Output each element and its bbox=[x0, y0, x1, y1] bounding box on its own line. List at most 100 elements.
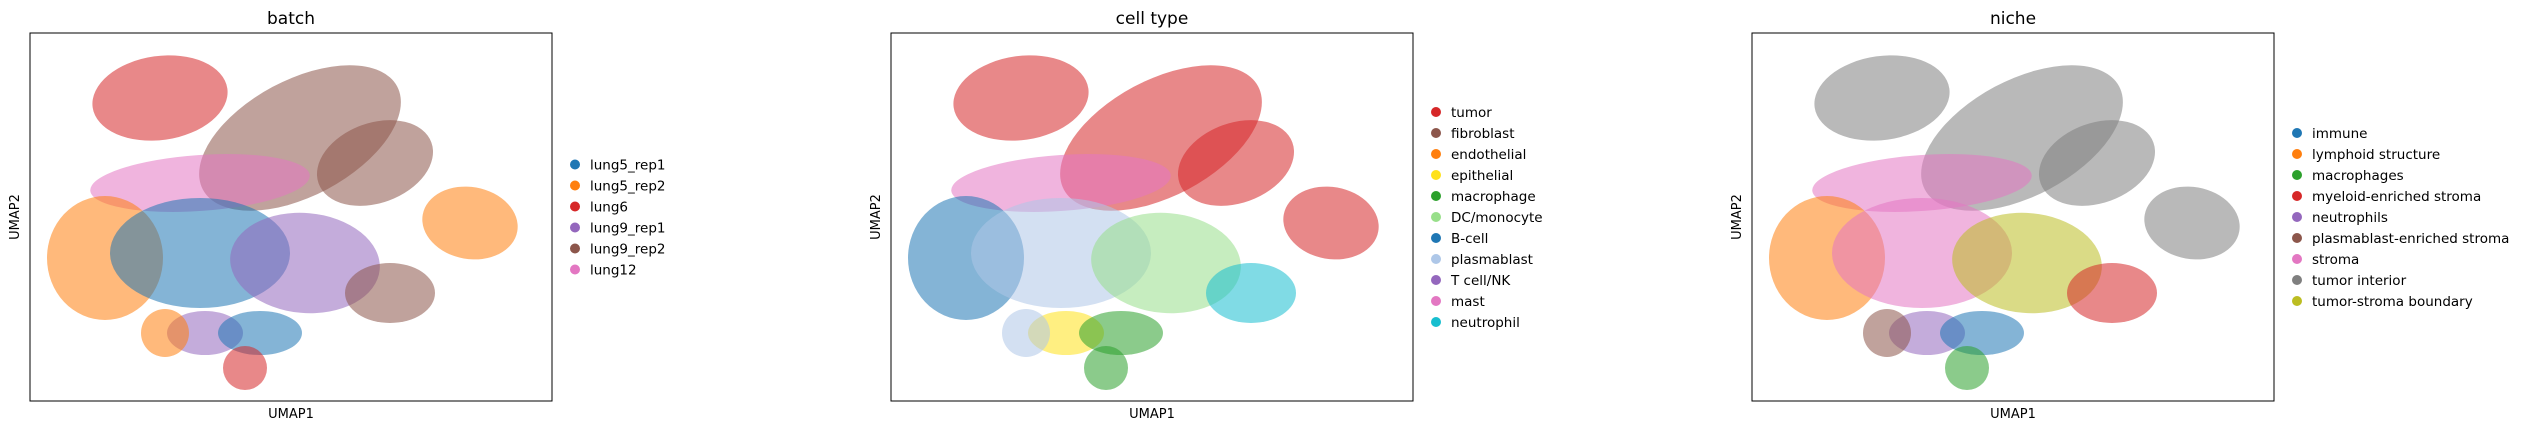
legend-label: myeloid-enriched stroma bbox=[2312, 189, 2481, 205]
legend-label: neutrophil bbox=[1451, 315, 1520, 331]
cluster-blob bbox=[223, 346, 267, 390]
legend-label: plasmablast-enriched stroma bbox=[2312, 231, 2509, 247]
cluster-blob bbox=[1079, 311, 1163, 355]
axes-frame bbox=[890, 32, 1414, 402]
cluster-blob bbox=[1206, 263, 1296, 323]
legend-label: tumor bbox=[1451, 105, 1492, 121]
legend-label: immune bbox=[2312, 126, 2367, 142]
legend-marker bbox=[1431, 107, 1441, 117]
panel-niche: niche UMAP1 UMAP2 immune lymphoid structu… bbox=[1730, 9, 2509, 422]
x-axis-label: UMAP1 bbox=[1990, 407, 2036, 422]
legend-marker bbox=[2292, 149, 2302, 159]
legend-marker bbox=[1431, 191, 1441, 201]
legend-label: lung12 bbox=[590, 263, 637, 279]
legend-marker bbox=[2292, 254, 2302, 264]
legend-label: lung9_rep2 bbox=[590, 242, 666, 258]
legend-marker bbox=[2292, 275, 2302, 285]
cluster-blob bbox=[316, 120, 434, 206]
umap-point-cloud bbox=[47, 55, 518, 390]
legend-label: fibroblast bbox=[1451, 126, 1515, 142]
legend-marker bbox=[2292, 296, 2302, 306]
cluster-blob bbox=[1940, 311, 2024, 355]
cluster-blob bbox=[2067, 263, 2157, 323]
legend: immune lymphoid structure macrophages myelo… bbox=[2292, 126, 2509, 310]
legend-label: lung5_rep2 bbox=[590, 179, 666, 195]
legend-label: mast bbox=[1451, 294, 1485, 310]
cluster-blob bbox=[1863, 309, 1911, 357]
cluster-blob bbox=[1812, 154, 2032, 212]
legend-marker bbox=[2292, 233, 2302, 243]
panel-title: niche bbox=[1990, 9, 2036, 29]
legend-marker bbox=[1431, 212, 1441, 222]
cluster-blob bbox=[2038, 120, 2156, 206]
legend-marker bbox=[2292, 170, 2302, 180]
legend-marker bbox=[1431, 254, 1441, 264]
cluster-blob bbox=[1952, 212, 2102, 314]
legend-label: B-cell bbox=[1451, 231, 1488, 247]
legend-marker bbox=[1431, 233, 1441, 243]
legend-marker bbox=[570, 159, 580, 170]
legend-label: plasmablast bbox=[1451, 252, 1533, 268]
cluster-blob bbox=[1084, 346, 1128, 390]
legend-label: macrophages bbox=[2312, 168, 2404, 184]
legend-marker bbox=[2292, 191, 2302, 201]
cluster-blob bbox=[1945, 346, 1989, 390]
legend-marker bbox=[1431, 128, 1441, 138]
legend-label: lymphoid structure bbox=[2312, 147, 2440, 163]
panel-cell-type: cell type UMAP1 UMAP2 tumor fibroblast end… bbox=[869, 9, 1543, 422]
cluster-blob bbox=[1814, 55, 1950, 141]
panel-batch: batch UMAP1 UMAP2 lung5_rep1 lung5_rep2lu… bbox=[8, 9, 666, 422]
legend-label: stroma bbox=[2312, 252, 2359, 268]
x-axis-label: UMAP1 bbox=[1129, 407, 1175, 422]
umap-point-cloud bbox=[1769, 55, 2240, 390]
legend-marker bbox=[1431, 149, 1441, 159]
cluster-blob bbox=[1091, 212, 1241, 314]
y-axis-label: UMAP2 bbox=[1730, 194, 1745, 240]
legend-label: macrophage bbox=[1451, 189, 1536, 205]
legend-marker bbox=[1431, 296, 1441, 306]
legend-marker bbox=[1431, 170, 1441, 180]
cluster-blob bbox=[90, 154, 310, 212]
legend-label: lung6 bbox=[590, 200, 628, 216]
legend: tumor fibroblast endothelial epithelial macr… bbox=[1431, 105, 1543, 331]
axes-frame bbox=[29, 32, 553, 402]
legend-marker bbox=[570, 264, 580, 275]
cluster-blob bbox=[422, 186, 518, 260]
cluster-blob bbox=[1177, 120, 1295, 206]
legend-marker bbox=[570, 201, 580, 212]
umap-point-cloud bbox=[908, 55, 1379, 390]
panel-title: cell type bbox=[1116, 9, 1189, 29]
cluster-blob bbox=[92, 55, 228, 141]
legend-label: DC/monocyte bbox=[1451, 210, 1543, 226]
cluster-blob bbox=[1002, 309, 1050, 357]
legend-marker bbox=[570, 243, 580, 254]
legend-label: tumor interior bbox=[2312, 273, 2407, 289]
legend-label: epithelial bbox=[1451, 168, 1513, 184]
legend-marker bbox=[2292, 212, 2302, 222]
cluster-blob bbox=[2144, 186, 2240, 260]
legend-label: neutrophils bbox=[2312, 210, 2388, 226]
cluster-blob bbox=[951, 154, 1171, 212]
y-axis-label: UMAP2 bbox=[8, 194, 23, 240]
legend-label: lung9_rep1 bbox=[590, 221, 666, 237]
legend-marker bbox=[570, 222, 580, 233]
legend-marker bbox=[2292, 128, 2302, 138]
legend-marker bbox=[1431, 317, 1441, 327]
legend-marker bbox=[570, 180, 580, 191]
legend-marker bbox=[1431, 275, 1441, 285]
legend-label: lung5_rep1 bbox=[590, 158, 666, 174]
cluster-blob bbox=[345, 263, 435, 323]
y-axis-label: UMAP2 bbox=[869, 194, 884, 240]
legend: lung5_rep1 lung5_rep2 lung6 lung9_rep1 lung9… bbox=[570, 158, 666, 279]
legend-label: T cell/NK bbox=[1450, 273, 1511, 289]
cluster-blob bbox=[953, 55, 1089, 141]
axes-frame bbox=[1751, 32, 2275, 402]
legend-label: endothelial bbox=[1451, 147, 1526, 163]
x-axis-label: UMAP1 bbox=[268, 407, 314, 422]
cluster-blob bbox=[141, 309, 189, 357]
panel-title: batch bbox=[267, 9, 315, 29]
cluster-blob bbox=[230, 212, 380, 314]
cluster-blob bbox=[1283, 186, 1379, 260]
legend-label: tumor-stroma boundary bbox=[2312, 294, 2473, 310]
